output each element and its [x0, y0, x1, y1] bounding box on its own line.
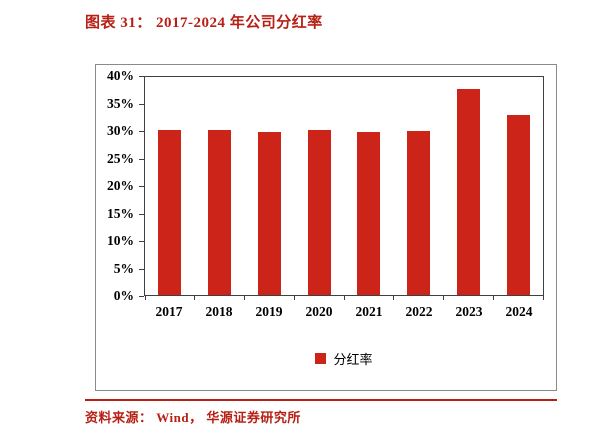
- x-axis-tick: [293, 296, 295, 300]
- y-axis-tick: [139, 131, 144, 132]
- y-axis-tick: [139, 158, 144, 160]
- y-tick-label: 20%: [107, 178, 134, 193]
- x-axis-tick: [194, 296, 196, 300]
- y-tick-label: 25%: [107, 150, 134, 166]
- y-axis-tick: [139, 186, 144, 187]
- y-tick-label: 0%: [113, 288, 134, 303]
- bar-slot: [294, 77, 344, 295]
- chart-legend: 分红率: [144, 349, 544, 368]
- y-tick-label: 10%: [107, 233, 134, 248]
- x-tick-label: 2018: [205, 304, 233, 319]
- y-axis-tick: [139, 241, 144, 242]
- bar-2021: [357, 131, 381, 295]
- x-tick-label: 2021: [355, 304, 383, 319]
- y-tick-label: 15%: [107, 205, 134, 221]
- y-axis-tick: [139, 76, 144, 77]
- y-axis-tick: [139, 296, 144, 297]
- y-axis: 0% 5% 10% 15% 20% 25% 30% 35% 40%: [96, 65, 144, 390]
- y-axis-tick: [139, 268, 144, 270]
- bar-slot: [245, 77, 295, 295]
- bar-slot: [444, 77, 494, 295]
- x-axis-tick: [244, 296, 245, 300]
- footer-divider: [85, 399, 557, 401]
- x-axis-tick: [393, 296, 395, 300]
- y-tick-label: 5%: [113, 260, 134, 276]
- y-tick-label: 35%: [107, 95, 134, 111]
- bar-2017: [158, 129, 182, 295]
- x-axis-tick: [144, 296, 146, 300]
- y-axis-tick: [139, 213, 144, 215]
- x-axis-tick: [343, 296, 345, 300]
- bar-slot: [394, 77, 444, 295]
- bar-2019: [257, 131, 281, 295]
- y-tick-label: 30%: [107, 123, 134, 138]
- x-tick-label: 2019: [255, 304, 283, 319]
- source-note: 资料来源： Wind， 华源证券研究所: [85, 410, 301, 425]
- x-axis-tick: [492, 296, 494, 300]
- bar-slot: [493, 77, 543, 295]
- dividend-ratio-chart: 0% 5% 10% 15% 20% 25% 30% 35% 40% 2017 2018 2019 20…: [95, 64, 557, 391]
- legend-label: 分红率: [333, 352, 373, 367]
- x-tick-label: 2017: [155, 304, 183, 319]
- x-tick-label: 2022: [405, 304, 433, 319]
- bar-2024: [506, 115, 530, 295]
- bar-2020: [307, 130, 331, 295]
- x-tick-label: 2023: [455, 304, 483, 319]
- y-tick-label: 40%: [107, 68, 134, 83]
- x-axis-tick: [542, 296, 544, 300]
- x-axis: 2017 2018 2019 2020 2021 2022 2023 2024: [144, 304, 544, 320]
- plot-area: [144, 76, 544, 300]
- bar-2022: [407, 130, 431, 295]
- y-axis-tick: [139, 103, 144, 105]
- bar-slot: [344, 77, 394, 295]
- bar-2023: [456, 89, 480, 295]
- figure-title: 图表 31： 2017-2024 年公司分红率: [85, 15, 323, 31]
- bar-slot: [195, 77, 245, 295]
- bar-2018: [208, 130, 232, 295]
- x-tick-label: 2024: [505, 304, 533, 319]
- x-axis-tick: [443, 296, 444, 300]
- legend-swatch: [315, 353, 327, 364]
- bar-slot: [145, 77, 195, 295]
- x-tick-label: 2020: [305, 304, 333, 319]
